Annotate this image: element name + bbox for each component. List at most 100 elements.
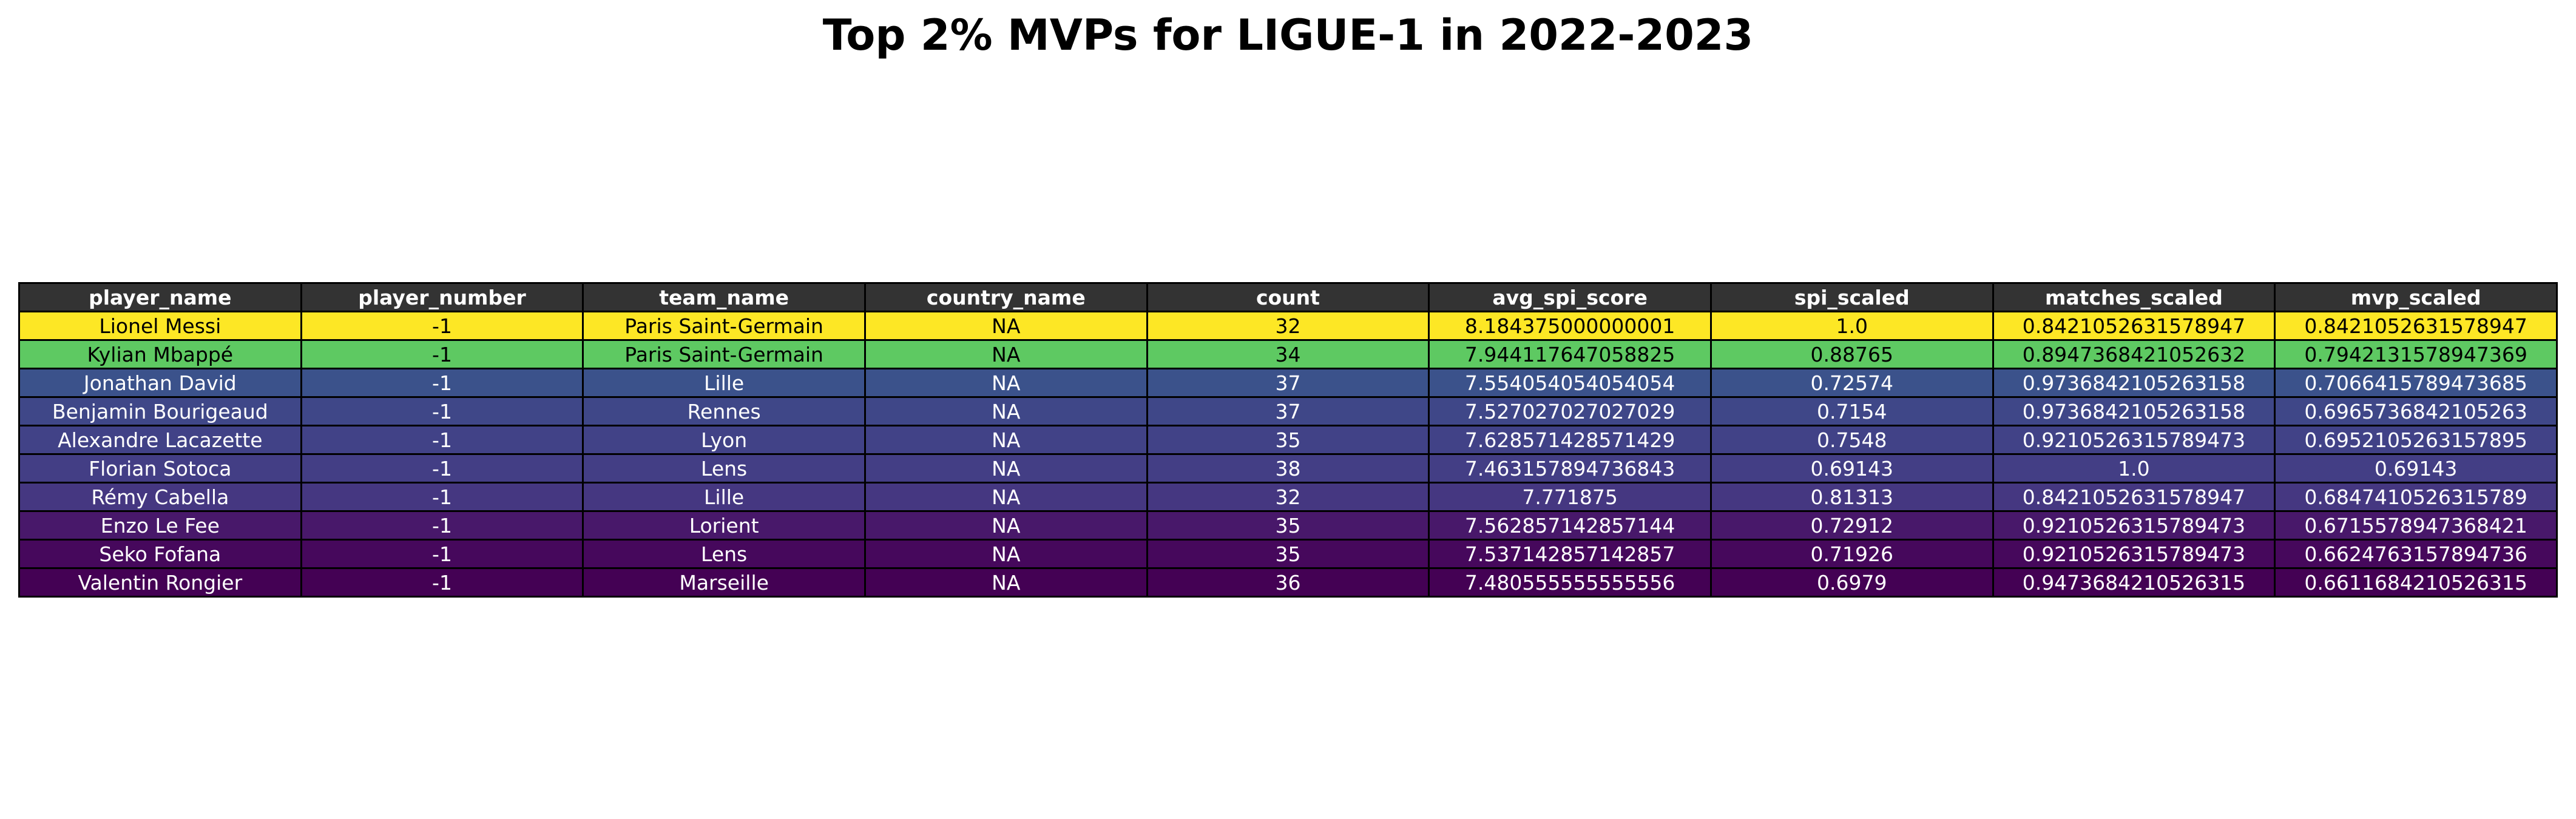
cell-country-name: NA bbox=[864, 368, 1148, 398]
column-header-count: count bbox=[1146, 282, 1430, 312]
cell-player-name: Benjamin Bourigeaud bbox=[18, 396, 302, 426]
cell-player-number: -1 bbox=[300, 425, 584, 455]
column-header-avg-spi-score: avg_spi_score bbox=[1428, 282, 1712, 312]
table-row: Rémy Cabella -1 Lille NA 32 7.771875 0.81313 0.… bbox=[18, 482, 2558, 512]
cell-team-name: Lens bbox=[582, 453, 866, 484]
cell-mvp-scaled: 0.6611684210526315 bbox=[2274, 567, 2558, 598]
cell-country-name: NA bbox=[864, 339, 1148, 369]
column-header-spi-scaled: spi_scaled bbox=[1709, 282, 1994, 312]
cell-avg-spi-score: 7.480555555555556 bbox=[1428, 567, 1712, 598]
cell-team-name: Lens bbox=[582, 539, 866, 569]
cell-country-name: NA bbox=[864, 510, 1148, 541]
cell-avg-spi-score: 7.771875 bbox=[1428, 482, 1712, 512]
table-row: Kylian Mbappé -1 Paris Saint-Germain NA 34 7.… bbox=[18, 339, 2558, 369]
mvp-table: player_name player_number team_name country… bbox=[18, 282, 2558, 598]
cell-matches-scaled: 0.8947368421052632 bbox=[1992, 339, 2276, 369]
cell-player-name: Alexandre Lacazette bbox=[18, 425, 302, 455]
cell-avg-spi-score: 7.463157894736843 bbox=[1428, 453, 1712, 484]
cell-spi-scaled: 0.81313 bbox=[1709, 482, 1994, 512]
cell-team-name: Lille bbox=[582, 482, 866, 512]
cell-avg-spi-score: 7.628571428571429 bbox=[1428, 425, 1712, 455]
cell-player-number: -1 bbox=[300, 368, 584, 398]
cell-mvp-scaled: 0.6965736842105263 bbox=[2274, 396, 2558, 426]
cell-team-name: Paris Saint-Germain bbox=[582, 339, 866, 369]
cell-mvp-scaled: 0.7942131578947369 bbox=[2274, 339, 2558, 369]
cell-player-number: -1 bbox=[300, 539, 584, 569]
cell-team-name: Lyon bbox=[582, 425, 866, 455]
cell-player-name: Seko Fofana bbox=[18, 539, 302, 569]
cell-spi-scaled: 0.72912 bbox=[1709, 510, 1994, 541]
cell-country-name: NA bbox=[864, 425, 1148, 455]
cell-player-number: -1 bbox=[300, 311, 584, 341]
table-row: Benjamin Bourigeaud -1 Rennes NA 37 7.5270270… bbox=[18, 396, 2558, 426]
cell-avg-spi-score: 8.184375000000001 bbox=[1428, 311, 1712, 341]
cell-team-name: Lorient bbox=[582, 510, 866, 541]
cell-player-number: -1 bbox=[300, 396, 584, 426]
cell-player-number: -1 bbox=[300, 567, 584, 598]
cell-matches-scaled: 0.9736842105263158 bbox=[1992, 396, 2276, 426]
cell-team-name: Rennes bbox=[582, 396, 866, 426]
cell-player-name: Kylian Mbappé bbox=[18, 339, 302, 369]
cell-team-name: Marseille bbox=[582, 567, 866, 598]
cell-avg-spi-score: 7.527027027027029 bbox=[1428, 396, 1712, 426]
cell-count: 35 bbox=[1146, 510, 1430, 541]
table-row: Enzo Le Fee -1 Lorient NA 35 7.56285714285714… bbox=[18, 510, 2558, 541]
cell-team-name: Paris Saint-Germain bbox=[582, 311, 866, 341]
cell-spi-scaled: 0.72574 bbox=[1709, 368, 1994, 398]
cell-count: 36 bbox=[1146, 567, 1430, 598]
cell-matches-scaled: 0.9473684210526315 bbox=[1992, 567, 2276, 598]
cell-mvp-scaled: 0.6952105263157895 bbox=[2274, 425, 2558, 455]
cell-mvp-scaled: 0.7066415789473685 bbox=[2274, 368, 2558, 398]
cell-count: 35 bbox=[1146, 425, 1430, 455]
cell-player-number: -1 bbox=[300, 482, 584, 512]
cell-matches-scaled: 0.9210526315789473 bbox=[1992, 539, 2276, 569]
cell-country-name: NA bbox=[864, 396, 1148, 426]
cell-spi-scaled: 0.7548 bbox=[1709, 425, 1994, 455]
cell-matches-scaled: 0.9210526315789473 bbox=[1992, 510, 2276, 541]
cell-count: 32 bbox=[1146, 482, 1430, 512]
cell-spi-scaled: 0.88765 bbox=[1709, 339, 1994, 369]
cell-count: 37 bbox=[1146, 396, 1430, 426]
cell-player-name: Jonathan David bbox=[18, 368, 302, 398]
cell-count: 35 bbox=[1146, 539, 1430, 569]
cell-country-name: NA bbox=[864, 311, 1148, 341]
cell-player-name: Valentin Rongier bbox=[18, 567, 302, 598]
cell-count: 38 bbox=[1146, 453, 1430, 484]
cell-country-name: NA bbox=[864, 539, 1148, 569]
cell-player-number: -1 bbox=[300, 339, 584, 369]
cell-avg-spi-score: 7.944117647058825 bbox=[1428, 339, 1712, 369]
cell-player-name: Florian Sotoca bbox=[18, 453, 302, 484]
cell-player-name: Enzo Le Fee bbox=[18, 510, 302, 541]
cell-player-name: Rémy Cabella bbox=[18, 482, 302, 512]
cell-country-name: NA bbox=[864, 482, 1148, 512]
cell-player-number: -1 bbox=[300, 510, 584, 541]
cell-spi-scaled: 0.71926 bbox=[1709, 539, 1994, 569]
cell-player-name: Lionel Messi bbox=[18, 311, 302, 341]
cell-count: 34 bbox=[1146, 339, 1430, 369]
cell-mvp-scaled: 0.8421052631578947 bbox=[2274, 311, 2558, 341]
chart-title: Top 2% MVPs for LIGUE-1 in 2022-2023 bbox=[822, 10, 1754, 60]
cell-matches-scaled: 0.9210526315789473 bbox=[1992, 425, 2276, 455]
cell-spi-scaled: 0.6979 bbox=[1709, 567, 1994, 598]
table-row: Jonathan David -1 Lille NA 37 7.5540540540540… bbox=[18, 368, 2558, 398]
cell-country-name: NA bbox=[864, 567, 1148, 598]
table-row: Alexandre Lacazette -1 Lyon NA 35 7.628571428… bbox=[18, 425, 2558, 455]
column-header-mvp-scaled: mvp_scaled bbox=[2274, 282, 2558, 312]
cell-spi-scaled: 0.69143 bbox=[1709, 453, 1994, 484]
column-header-player-number: player_number bbox=[300, 282, 584, 312]
cell-spi-scaled: 1.0 bbox=[1709, 311, 1994, 341]
cell-mvp-scaled: 0.6847410526315789 bbox=[2274, 482, 2558, 512]
column-header-country-name: country_name bbox=[864, 282, 1148, 312]
column-header-player-name: player_name bbox=[18, 282, 302, 312]
cell-avg-spi-score: 7.537142857142857 bbox=[1428, 539, 1712, 569]
cell-mvp-scaled: 0.6715578947368421 bbox=[2274, 510, 2558, 541]
cell-player-number: -1 bbox=[300, 453, 584, 484]
column-header-team-name: team_name bbox=[582, 282, 866, 312]
cell-count: 32 bbox=[1146, 311, 1430, 341]
cell-country-name: NA bbox=[864, 453, 1148, 484]
table-row: Florian Sotoca -1 Lens NA 38 7.46315789473684… bbox=[18, 453, 2558, 484]
cell-matches-scaled: 0.9736842105263158 bbox=[1992, 368, 2276, 398]
cell-avg-spi-score: 7.562857142857144 bbox=[1428, 510, 1712, 541]
header-row: player_name player_number team_name country… bbox=[18, 282, 2558, 312]
cell-mvp-scaled: 0.69143 bbox=[2274, 453, 2558, 484]
